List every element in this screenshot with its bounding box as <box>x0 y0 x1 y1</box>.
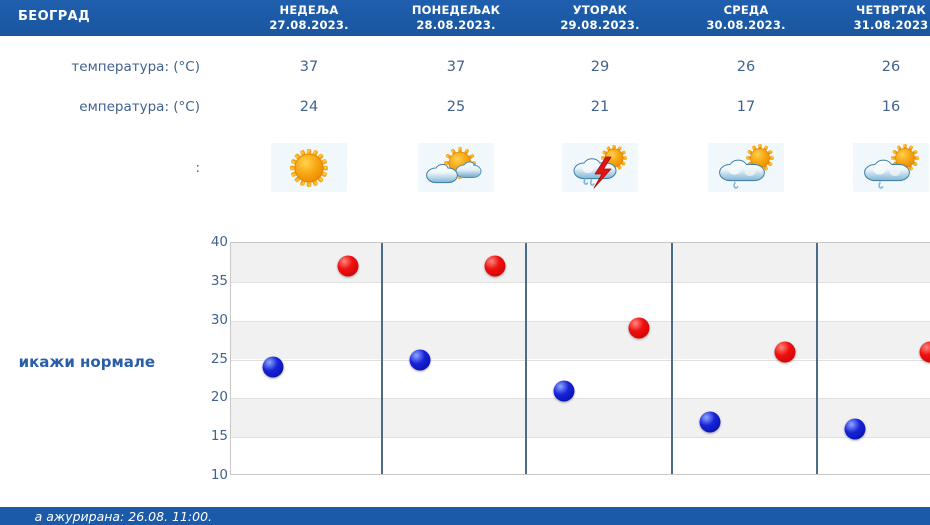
day-date: 31.08.2023 <box>853 17 929 32</box>
last-updated-text: а ажурирана: 26.08. 11:00. <box>34 509 212 524</box>
day-header-1: НЕДЕЉА 27.08.2023. <box>236 3 382 32</box>
y-axis-tick: 40 <box>210 234 228 250</box>
tmin_values-value: 17 <box>736 99 756 115</box>
chart-gridline <box>231 359 930 361</box>
chart-plot-area <box>230 242 930 475</box>
cloud-sun-light-rain-icon <box>708 143 784 192</box>
page-title: БЕОГРАД <box>18 9 91 24</box>
y-axis-tick: 20 <box>210 389 228 406</box>
chart-gridline <box>231 320 930 322</box>
chart-point-max <box>628 317 650 339</box>
tmin_values-value: 16 <box>881 99 901 115</box>
cloud-sun-light-rain-icon <box>853 143 929 192</box>
chart-day-divider <box>381 243 383 474</box>
thunderstorm-sun-cloud-icon <box>562 143 638 192</box>
chart-point-max <box>337 255 359 277</box>
day-date: 30.08.2023. <box>706 17 786 32</box>
day-header-4: СРЕДА 30.08.2023. <box>673 3 819 32</box>
chart-band <box>231 320 930 360</box>
weather-icon-row-label: : <box>195 160 200 176</box>
temperature-chart: 40 35 30 25 20 15 10 <box>195 234 930 483</box>
max-temperature-label: температура: (°C) <box>71 59 200 75</box>
header-bar <box>0 0 930 36</box>
tmax_values-value: 26 <box>881 59 901 75</box>
tmax_values-value: 29 <box>590 59 610 75</box>
chart-point-max <box>919 341 930 363</box>
chart-point-min <box>262 356 284 378</box>
show-normals-link[interactable]: икажи нормале <box>18 353 155 371</box>
chart-day-divider <box>525 243 527 474</box>
chart-band <box>231 243 930 282</box>
day-date: 29.08.2023. <box>560 17 640 32</box>
day-name: УТОРАК <box>572 3 628 17</box>
tmax_values-value: 37 <box>299 59 319 75</box>
tmin_values-value: 25 <box>446 99 466 115</box>
chart-gridline <box>231 437 930 439</box>
tmax_values-value: 37 <box>446 59 466 75</box>
chart-point-min <box>844 418 866 440</box>
day-date: 28.08.2023. <box>416 17 496 32</box>
day-header-5: ЧЕТВРТАК 31.08.2023 <box>818 3 930 32</box>
chart-y-axis: 40 35 30 25 20 15 10 <box>195 234 228 483</box>
chart-band <box>231 398 930 438</box>
day-name: НЕДЕЉА <box>279 3 339 17</box>
day-name: ЧЕТВРТАК <box>856 3 926 17</box>
tmax_values-value: 26 <box>736 59 756 75</box>
tmin_values-value: 21 <box>590 99 610 115</box>
chart-point-min <box>699 411 721 433</box>
footer-bar <box>0 507 930 525</box>
chart-gridline <box>231 281 930 283</box>
chart-point-min <box>409 349 431 370</box>
chart-gridline <box>231 398 930 400</box>
chart-point-min <box>553 380 575 402</box>
chart-point-max <box>774 341 796 363</box>
chart-day-divider <box>816 243 818 474</box>
day-header-3: УТОРАК 29.08.2023. <box>527 3 673 32</box>
chart-point-max <box>484 255 506 277</box>
day-date: 27.08.2023. <box>269 17 349 32</box>
day-header-2: ПОНЕДЕЉАК 28.08.2023. <box>383 3 529 32</box>
chart-day-divider <box>671 243 673 474</box>
y-axis-tick: 15 <box>210 428 228 445</box>
y-axis-tick: 35 <box>210 272 228 289</box>
day-name: ПОНЕДЕЉАК <box>411 3 501 17</box>
y-axis-tick: 30 <box>210 311 228 328</box>
y-axis-tick: 10 <box>210 467 228 483</box>
tmin_values-value: 24 <box>299 99 319 115</box>
sun-cloud-icon <box>418 143 494 192</box>
day-name: СРЕДА <box>723 3 769 17</box>
y-axis-tick: 25 <box>210 350 228 367</box>
min-temperature-label: емпература: (°C) <box>79 99 200 115</box>
sun-icon <box>271 143 347 192</box>
